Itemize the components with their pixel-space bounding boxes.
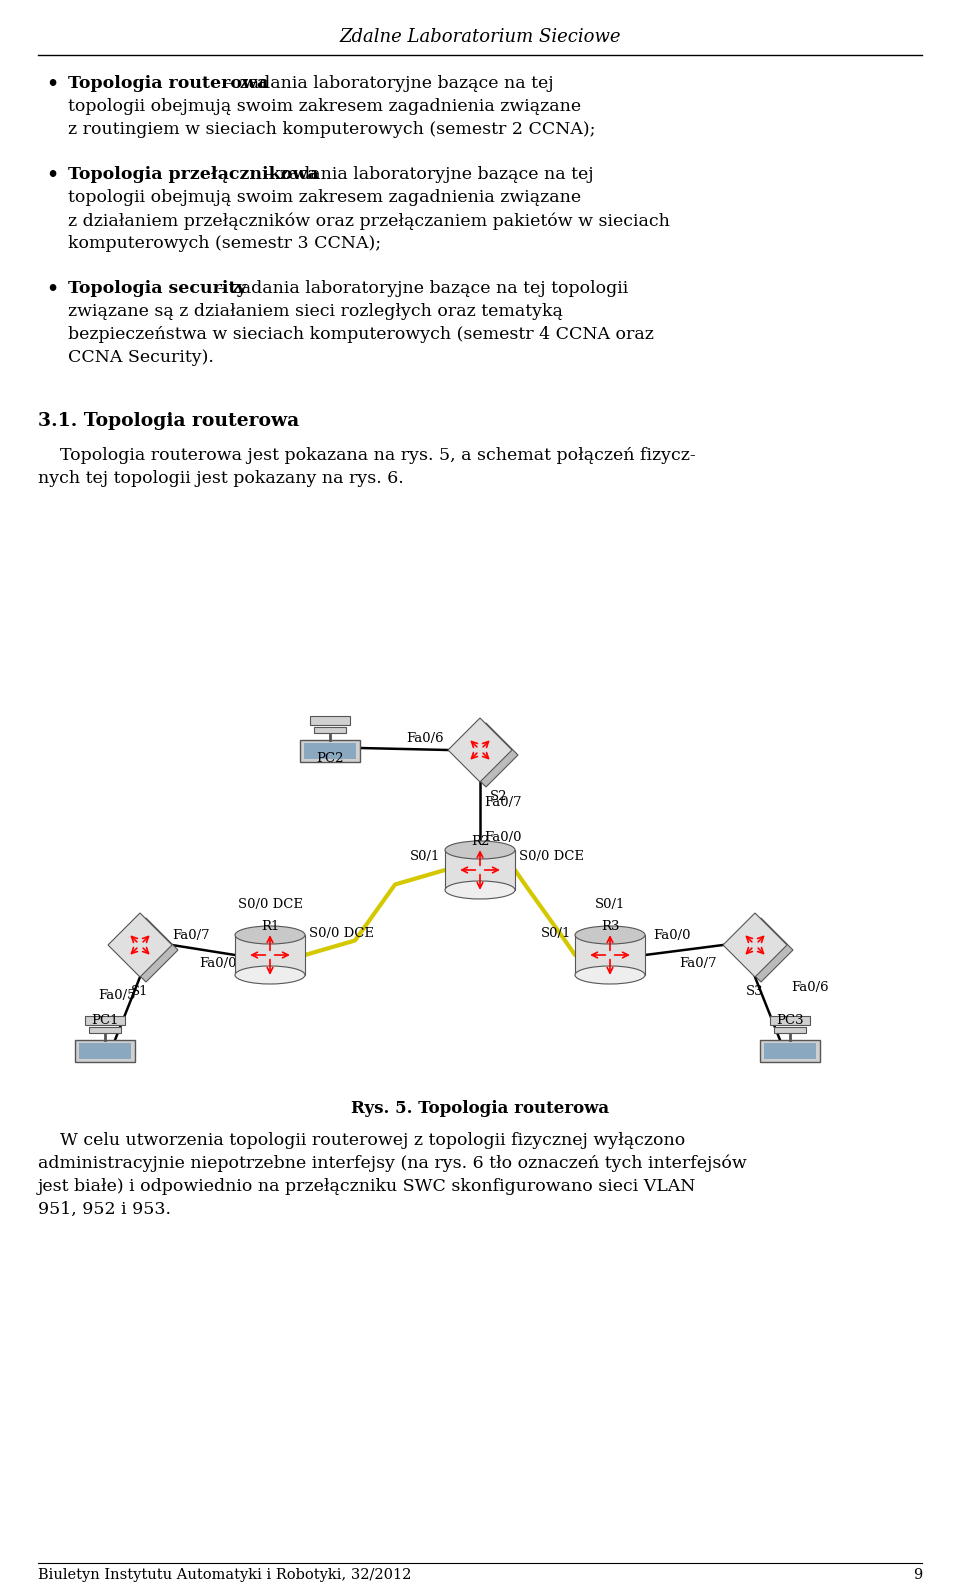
Text: Fa0/0: Fa0/0 — [199, 958, 236, 970]
Text: 951, 952 i 953.: 951, 952 i 953. — [38, 1201, 171, 1217]
Text: Fa0/0: Fa0/0 — [653, 929, 691, 942]
Text: bezpieczeństwa w sieciach komputerowych (semestr 4 CCNA oraz: bezpieczeństwa w sieciach komputerowych … — [68, 326, 654, 344]
Ellipse shape — [235, 966, 305, 985]
Text: PC3: PC3 — [777, 1015, 804, 1027]
Text: •: • — [46, 74, 58, 93]
Text: S0/1: S0/1 — [410, 850, 440, 863]
Text: S0/0 DCE: S0/0 DCE — [309, 926, 374, 939]
Text: z routingiem w sieciach komputerowych (semestr 2 CCNA);: z routingiem w sieciach komputerowych (s… — [68, 120, 595, 138]
Text: S2: S2 — [490, 790, 507, 803]
Text: – zadania laboratoryjne bazące na tej topologii: – zadania laboratoryjne bazące na tej to… — [212, 280, 628, 298]
Bar — [445, 850, 515, 890]
Text: Topologia routerowa jest pokazana na rys. 5, a schemat połączeń fizycz-: Topologia routerowa jest pokazana na rys… — [38, 446, 696, 464]
Text: R1: R1 — [261, 920, 279, 932]
Text: S0/1: S0/1 — [595, 898, 625, 910]
Bar — [764, 1043, 816, 1059]
Ellipse shape — [575, 926, 645, 943]
Bar — [314, 727, 346, 733]
Bar — [75, 1040, 135, 1062]
Polygon shape — [108, 913, 172, 977]
Text: PC2: PC2 — [316, 752, 344, 765]
Ellipse shape — [445, 882, 515, 899]
Text: 3.1. Topologia routerowa: 3.1. Topologia routerowa — [38, 412, 300, 431]
Text: •: • — [46, 166, 58, 184]
Bar — [300, 739, 360, 761]
Bar — [79, 1043, 131, 1059]
Polygon shape — [114, 918, 178, 981]
Text: R3: R3 — [601, 920, 619, 932]
Ellipse shape — [235, 926, 305, 943]
Polygon shape — [723, 913, 787, 977]
Text: CCNA Security).: CCNA Security). — [68, 348, 214, 366]
Text: jest białe) i odpowiednio na przełączniku SWC skonfigurowano sieci VLAN: jest białe) i odpowiednio na przełącznik… — [38, 1178, 696, 1195]
Polygon shape — [729, 918, 793, 981]
Text: Fa0/5: Fa0/5 — [99, 988, 136, 1002]
Ellipse shape — [575, 966, 645, 985]
Bar — [774, 1027, 806, 1034]
Text: komputerowych (semestr 3 CCNA);: komputerowych (semestr 3 CCNA); — [68, 234, 381, 252]
Text: W celu utworzenia topologii routerowej z topologii fizycznej wyłączono: W celu utworzenia topologii routerowej z… — [38, 1132, 685, 1149]
Text: Fa0/7: Fa0/7 — [679, 958, 717, 970]
Text: – zadania laboratoryjne bazące na tej: – zadania laboratoryjne bazące na tej — [260, 166, 593, 184]
Text: •: • — [46, 280, 58, 298]
Polygon shape — [454, 723, 518, 787]
Bar — [310, 716, 350, 725]
Text: Fa0/6: Fa0/6 — [406, 731, 444, 744]
Text: S1: S1 — [132, 985, 149, 997]
Text: Fa0/0: Fa0/0 — [484, 831, 521, 844]
Text: S3: S3 — [746, 985, 764, 997]
Text: Fa0/7: Fa0/7 — [173, 929, 210, 942]
Bar — [575, 936, 645, 975]
Text: Topologia routerowa: Topologia routerowa — [68, 74, 268, 92]
Bar — [89, 1027, 121, 1034]
Text: Zdalne Laboratorium Sieciowe: Zdalne Laboratorium Sieciowe — [339, 28, 621, 46]
Text: Biuletyn Instytutu Automatyki i Robotyki, 32/2012: Biuletyn Instytutu Automatyki i Robotyki… — [38, 1569, 412, 1581]
Text: Topologia przełącznikowa: Topologia przełącznikowa — [68, 166, 319, 184]
Text: administracyjnie niepotrzebne interfejsy (na rys. 6 tło oznaczeń tych interfejsó: administracyjnie niepotrzebne interfejsy… — [38, 1156, 747, 1173]
Text: z działaniem przełączników oraz przełączaniem pakietów w sieciach: z działaniem przełączników oraz przełącz… — [68, 212, 670, 230]
Text: Topologia security: Topologia security — [68, 280, 247, 298]
Text: S0/0 DCE: S0/0 DCE — [237, 898, 302, 910]
Text: S0/0 DCE: S0/0 DCE — [519, 850, 584, 863]
Text: Fa0/6: Fa0/6 — [791, 981, 828, 994]
Text: topologii obejmują swoim zakresem zagadnienia związane: topologii obejmują swoim zakresem zagadn… — [68, 188, 581, 206]
Text: związane są z działaniem sieci rozległych oraz tematyką: związane są z działaniem sieci rozległyc… — [68, 302, 563, 320]
Text: nych tej topologii jest pokazany na rys. 6.: nych tej topologii jest pokazany na rys.… — [38, 470, 404, 488]
Bar — [85, 1016, 125, 1026]
Bar — [235, 936, 305, 975]
Bar — [304, 742, 356, 758]
Polygon shape — [448, 719, 512, 782]
Ellipse shape — [445, 841, 515, 860]
Text: Rys. 5. Topologia routerowa: Rys. 5. Topologia routerowa — [351, 1100, 609, 1118]
Text: – zadania laboratoryjne bazące na tej: – zadania laboratoryjne bazące na tej — [220, 74, 554, 92]
Bar — [760, 1040, 820, 1062]
Text: Fa0/7: Fa0/7 — [484, 796, 521, 809]
Bar — [770, 1016, 810, 1026]
Text: R2: R2 — [470, 834, 490, 848]
Text: topologii obejmują swoim zakresem zagadnienia związane: topologii obejmują swoim zakresem zagadn… — [68, 98, 581, 116]
Text: 9: 9 — [913, 1569, 922, 1581]
Text: S0/1: S0/1 — [540, 926, 571, 939]
Text: PC1: PC1 — [91, 1015, 119, 1027]
